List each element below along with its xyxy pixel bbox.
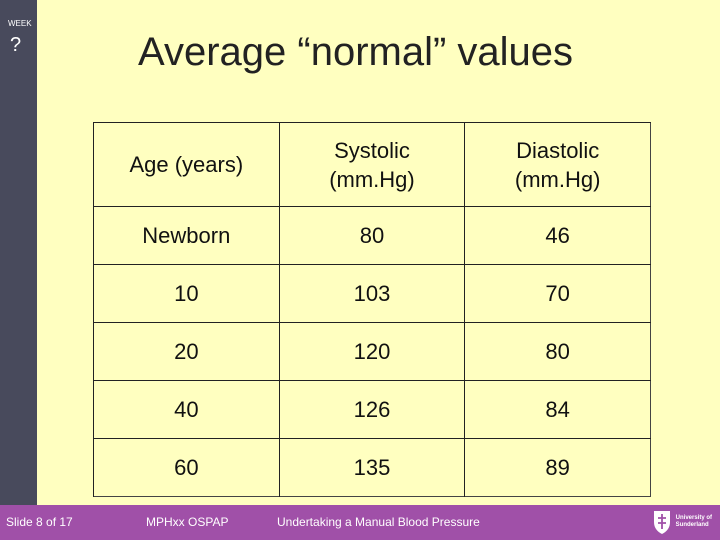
cell-age: 10 <box>93 264 280 323</box>
header-systolic-unit: (mm.Hg) <box>329 166 415 192</box>
header-age-label: Age (years) <box>129 152 244 177</box>
logo-text: University of Sunderland <box>676 515 712 529</box>
header-diastolic: Diastolic (mm.Hg) <box>464 122 651 207</box>
footer-bar: Slide 8 of 17 MPHxx OSPAP Undertaking a … <box>0 505 720 540</box>
cell-systolic: 135 <box>278 438 465 497</box>
header-systolic: Systolic (mm.Hg) <box>278 122 465 207</box>
shield-icon <box>653 511 670 534</box>
cell-systolic: 120 <box>278 322 465 381</box>
cell-diastolic: 80 <box>464 322 651 381</box>
presentation-topic: Undertaking a Manual Blood Pressure <box>277 515 480 529</box>
course-code: MPHxx OSPAP <box>146 515 229 529</box>
cell-systolic: 80 <box>278 206 465 265</box>
slide-title: Average “normal” values <box>138 30 574 74</box>
sidebar: WEEK ? <box>0 0 37 505</box>
header-diastolic-unit: (mm.Hg) <box>514 166 601 192</box>
logo-line-1: University of <box>675 515 712 521</box>
cell-age: Newborn <box>93 206 280 265</box>
university-logo: University of Sunderland <box>652 509 712 535</box>
header-age: Age (years) <box>93 122 280 207</box>
cell-diastolic: 84 <box>464 380 651 439</box>
table-row: 40 126 84 <box>93 380 651 439</box>
cell-age: 20 <box>93 322 280 381</box>
table-header-row: Age (years) Systolic (mm.Hg) Diastolic (… <box>93 122 651 207</box>
header-systolic-label: Systolic <box>334 137 410 163</box>
blood-pressure-table: Age (years) Systolic (mm.Hg) Diastolic (… <box>93 122 651 497</box>
week-number: ? <box>10 34 22 56</box>
logo-line-2: Sunderland <box>675 522 709 528</box>
header-diastolic-label: Diastolic <box>516 137 600 163</box>
cell-diastolic: 89 <box>464 438 651 497</box>
table-row: 20 120 80 <box>93 322 651 381</box>
cell-diastolic: 70 <box>464 264 651 323</box>
slide-counter: Slide 8 of 17 <box>6 515 73 529</box>
table-row: Newborn 80 46 <box>93 206 651 265</box>
cell-age: 40 <box>93 380 280 439</box>
cell-age: 60 <box>93 438 280 497</box>
table-row: 10 103 70 <box>93 264 651 323</box>
week-label: WEEK <box>8 19 32 28</box>
cell-systolic: 103 <box>278 264 465 323</box>
cell-systolic: 126 <box>278 380 465 439</box>
table-row: 60 135 89 <box>93 438 651 497</box>
cell-diastolic: 46 <box>464 206 651 265</box>
